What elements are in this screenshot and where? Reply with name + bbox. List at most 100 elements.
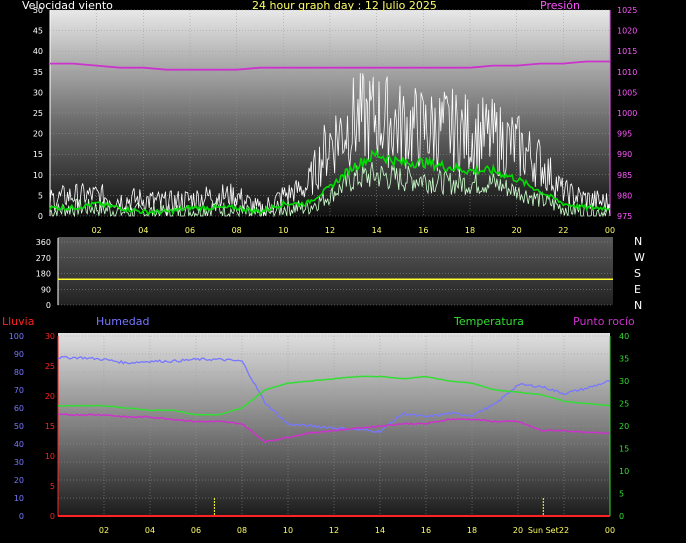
pressure-y-tick-label: 1015 bbox=[617, 47, 637, 56]
wind-x-tick-label: 10 bbox=[278, 226, 288, 235]
humidity-y-tick-label: 70 bbox=[14, 386, 24, 395]
humidity-y-tick-label: 60 bbox=[14, 404, 24, 413]
compass-e: E bbox=[634, 283, 641, 296]
temperature-x-tick-label: 04 bbox=[145, 526, 155, 535]
pressure-y-tick-label: 1025 bbox=[617, 6, 637, 15]
direction-y-tick-label: 180 bbox=[36, 270, 51, 279]
wind-x-tick-label: 18 bbox=[465, 226, 475, 235]
pressure-y-tick-label: 990 bbox=[617, 150, 632, 159]
compass-n-bottom: N bbox=[634, 299, 642, 312]
direction-y-tick-label: 360 bbox=[36, 238, 51, 247]
compass-s: S bbox=[634, 267, 641, 280]
direction-y-tick-label: 0 bbox=[46, 301, 51, 310]
graph-header: 24 hour graph day : 12 Julio 2025 bbox=[252, 0, 437, 12]
temperature-label: Temperatura bbox=[453, 315, 524, 328]
pressure-y-tick-label: 1005 bbox=[617, 88, 637, 97]
temperature-x-tick-label: 22 bbox=[559, 526, 569, 535]
wind-y-tick-label: 15 bbox=[33, 150, 43, 159]
wind-x-tick-label: 22 bbox=[558, 226, 568, 235]
wind-gust-line bbox=[49, 73, 611, 217]
temperature-y-tick-label: 35 bbox=[619, 355, 629, 364]
temperature-y-tick-label: 25 bbox=[619, 400, 629, 409]
rain-y-tick-label: 5 bbox=[50, 482, 55, 491]
temperature-x-tick-label: 14 bbox=[375, 526, 385, 535]
wind-y-tick-label: 5 bbox=[38, 191, 43, 200]
compass-n-top: N bbox=[634, 235, 642, 248]
humidity-y-tick-label: 20 bbox=[14, 476, 24, 485]
humidity-y-tick-label: 80 bbox=[14, 368, 24, 377]
wind-x-tick-label: 14 bbox=[372, 226, 382, 235]
temperature-x-tick-label: 18 bbox=[467, 526, 477, 535]
wind-x-tick-label: 02 bbox=[92, 226, 102, 235]
temperature-y-tick-label: 40 bbox=[619, 332, 629, 341]
temperature-x-tick-label: 06 bbox=[191, 526, 201, 535]
temperature-x-tick-label: 20 bbox=[513, 526, 523, 535]
wind-x-tick-label: 06 bbox=[185, 226, 195, 235]
temperature-x-tick-label: 12 bbox=[329, 526, 339, 535]
wind-chart-layer: 02 04 06 08 10 12 14 16 18 20 22 000510152025303540… bbox=[33, 6, 638, 235]
humidity-y-tick-label: 100 bbox=[9, 332, 24, 341]
rain-y-tick-label: 20 bbox=[45, 392, 55, 401]
wind-x-tick-label: 16 bbox=[418, 226, 428, 235]
wind-y-tick-label: 20 bbox=[33, 130, 43, 139]
wind-average-line bbox=[49, 148, 611, 216]
wind-y-tick-label: 0 bbox=[38, 212, 43, 221]
temperature-x-tick-label: 10 bbox=[283, 526, 293, 535]
pressure-y-tick-label: 975 bbox=[617, 212, 632, 221]
temperature-y-tick-label: 30 bbox=[619, 377, 629, 386]
dew-point-label: Punto rocío bbox=[573, 315, 635, 328]
humidity-y-tick-label: 90 bbox=[14, 350, 24, 359]
wind-y-tick-label: 30 bbox=[33, 88, 43, 97]
pressure-line bbox=[50, 60, 610, 71]
wind-y-tick-label: 35 bbox=[33, 68, 43, 77]
humidity-line bbox=[57, 355, 611, 434]
pressure-y-tick-label: 1020 bbox=[617, 27, 637, 36]
wind-y-tick-label: 45 bbox=[33, 27, 43, 36]
compass-w: W bbox=[634, 251, 645, 264]
wind-title: Velocidad viento bbox=[22, 0, 113, 12]
pressure-y-tick-label: 985 bbox=[617, 171, 632, 180]
wind-y-tick-label: 50 bbox=[33, 6, 43, 15]
humidity-y-tick-label: 40 bbox=[14, 440, 24, 449]
temperature-y-tick-label: 0 bbox=[619, 512, 624, 521]
humidity-label: Humedad bbox=[96, 315, 149, 328]
humidity-y-tick-label: 30 bbox=[14, 458, 24, 467]
direction-y-tick-label: 90 bbox=[41, 285, 51, 294]
temperature-x-tick-label: 02 bbox=[99, 526, 109, 535]
wind-x-tick-label: 04 bbox=[138, 226, 148, 235]
pressure-y-tick-label: 1000 bbox=[617, 109, 637, 118]
rain-label: Lluvia bbox=[2, 315, 34, 328]
wind-x-tick-label: 00 bbox=[605, 226, 615, 235]
direction-plot-area bbox=[58, 237, 613, 305]
temperature-y-tick-label: 5 bbox=[619, 490, 624, 499]
direction-y-tick-label: 270 bbox=[36, 254, 51, 263]
humidity-y-tick-label: 0 bbox=[19, 512, 24, 521]
rain-y-tick-label: 30 bbox=[45, 332, 55, 341]
pressure-y-tick-label: 1010 bbox=[617, 68, 637, 77]
temperature-y-tick-label: 20 bbox=[619, 422, 629, 431]
rain-y-tick-label: 0 bbox=[50, 512, 55, 521]
pressure-y-tick-label: 995 bbox=[617, 130, 632, 139]
temperature-x-tick-label: 16 bbox=[421, 526, 431, 535]
rain-y-tick-label: 25 bbox=[45, 362, 55, 371]
temperature-x-tick-label: Sun Set bbox=[528, 526, 559, 535]
direction-chart-layer: 0 90 180 270 360 bbox=[36, 238, 613, 310]
wind-x-tick-label: 12 bbox=[325, 226, 335, 235]
temperature-chart-layer: 02 04 06 08 10 12 14 16 18 20 Sun Set 22 00010203040… bbox=[9, 332, 629, 535]
temperature-x-tick-label: 08 bbox=[237, 526, 247, 535]
humidity-y-tick-label: 10 bbox=[14, 494, 24, 503]
pressure-title: Presión bbox=[540, 0, 580, 12]
temperature-y-tick-label: 10 bbox=[619, 467, 629, 476]
rain-y-tick-label: 10 bbox=[45, 452, 55, 461]
wind-y-tick-label: 10 bbox=[33, 171, 43, 180]
wind-y-tick-label: 25 bbox=[33, 109, 43, 118]
pressure-y-tick-label: 980 bbox=[617, 191, 632, 200]
wind-x-tick-label: 20 bbox=[512, 226, 522, 235]
rain-y-tick-label: 15 bbox=[45, 422, 55, 431]
temperature-y-tick-label: 15 bbox=[619, 445, 629, 454]
temperature-x-tick-label: 00 bbox=[605, 526, 615, 535]
humidity-y-tick-label: 50 bbox=[14, 422, 24, 431]
wind-x-tick-label: 08 bbox=[232, 226, 242, 235]
wind-y-tick-label: 40 bbox=[33, 47, 43, 56]
